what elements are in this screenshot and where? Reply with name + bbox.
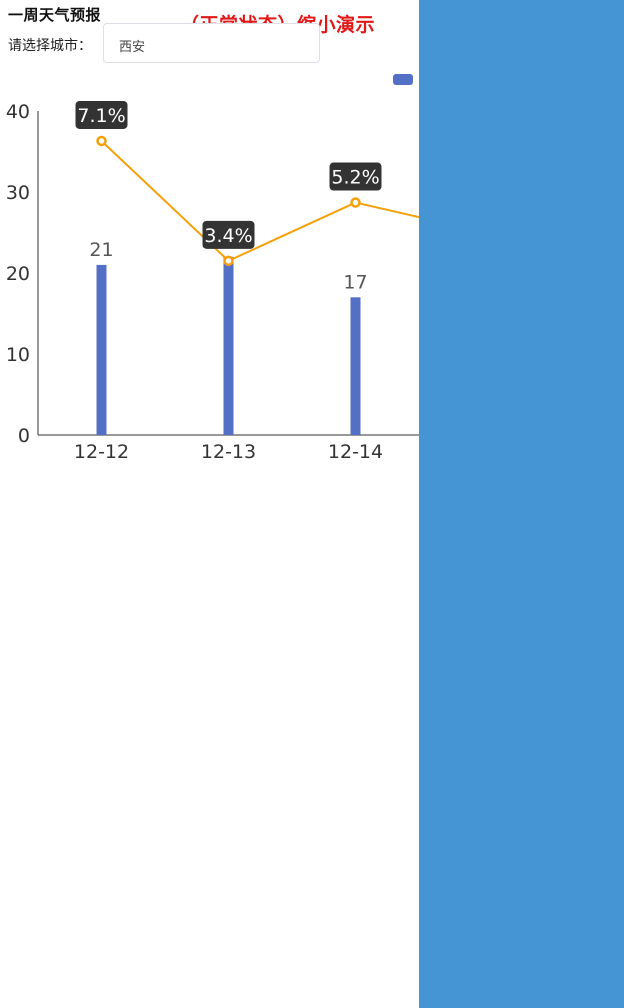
side-panel <box>419 0 624 1008</box>
bar <box>96 264 107 435</box>
x-tick-label: 12-12 <box>74 441 129 463</box>
legend-swatch-bar[interactable] <box>393 74 413 85</box>
line-point <box>223 255 234 267</box>
line-label-box <box>202 220 255 249</box>
line-point <box>96 135 107 147</box>
line-series: 7.1% 3.4% 5.2% <box>75 100 419 267</box>
line-label-box <box>329 162 382 191</box>
y-tick-label: 40 <box>6 101 30 123</box>
city-select[interactable]: 西安 <box>103 23 320 63</box>
y-tick-label: 30 <box>6 182 30 204</box>
x-tick-label: 12-13 <box>201 441 256 463</box>
bar <box>223 256 234 435</box>
y-tick-label: 10 <box>6 344 30 366</box>
line-data-label: 3.4% <box>204 225 252 247</box>
bar <box>350 297 361 435</box>
page-title: 一周天气预报 <box>8 6 102 24</box>
y-tick-label: 0 <box>18 425 30 447</box>
x-axis: 12-12 12-13 12-14 <box>38 434 419 463</box>
bar-data-label: 21 <box>89 239 113 261</box>
line-data-label: 5.2% <box>331 167 379 189</box>
y-axis: 0 10 20 30 40 <box>6 101 39 447</box>
weather-chart: 0 10 20 30 40 12-12 12-13 12-14 21 17 7.1% 3.4% 5… <box>6 100 419 463</box>
line-path <box>100 140 419 263</box>
y-tick-label: 20 <box>6 263 30 285</box>
bar-series: 21 17 <box>89 239 368 435</box>
city-select-value: 西安 <box>119 40 146 55</box>
bar-data-label: 17 <box>343 271 367 293</box>
line-data-label: 7.1% <box>77 105 125 127</box>
city-select-label: 请选择城市： <box>8 38 92 54</box>
line-point <box>350 197 361 208</box>
line-label-box <box>75 100 128 129</box>
x-tick-label: 12-14 <box>328 441 383 463</box>
